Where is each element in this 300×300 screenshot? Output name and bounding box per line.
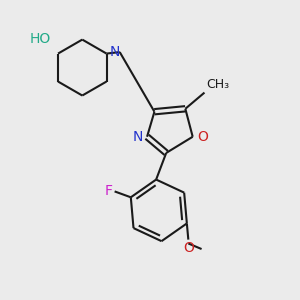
Text: CH₃: CH₃ xyxy=(206,78,229,91)
Text: N: N xyxy=(132,130,142,144)
Text: O: O xyxy=(197,130,208,144)
Text: O: O xyxy=(183,241,194,255)
Text: F: F xyxy=(104,184,112,197)
Text: HO: HO xyxy=(29,32,51,46)
Text: N: N xyxy=(110,45,120,59)
